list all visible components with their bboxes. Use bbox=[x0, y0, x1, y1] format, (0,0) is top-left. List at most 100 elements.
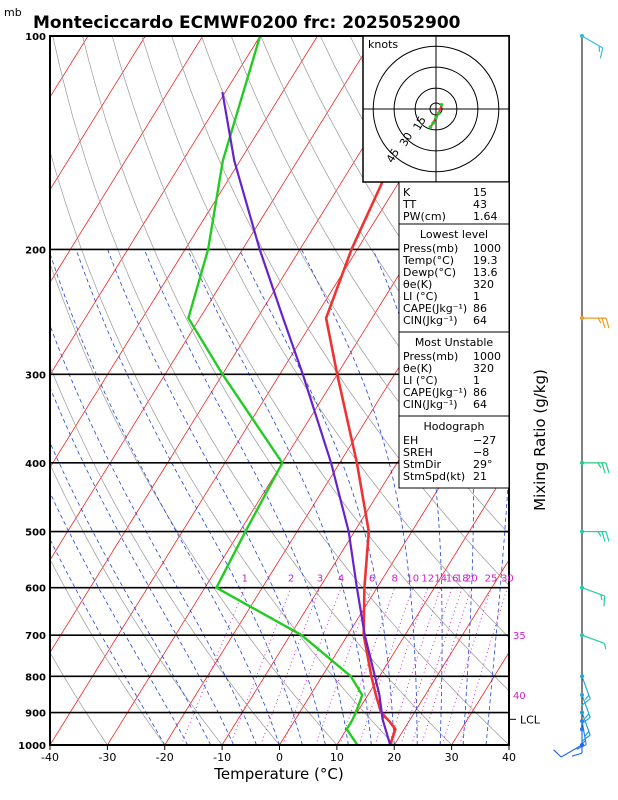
temperature-tick-label: 40 bbox=[502, 751, 516, 764]
parcel-profile bbox=[221, 91, 392, 745]
mixing-ratio-label: 18 bbox=[456, 574, 469, 585]
wind-barb-flag bbox=[584, 713, 590, 719]
index-value: 29° bbox=[473, 458, 493, 471]
moist-adiabat-line bbox=[50, 491, 189, 745]
temperature-tick-labels: -40 -30 -20 -10 0 10 20 30 40 bbox=[41, 745, 516, 764]
wind-barb-shaft bbox=[581, 694, 591, 718]
mixing-ratio-label: 8 bbox=[392, 574, 398, 585]
wind-barb-flag bbox=[600, 594, 603, 601]
panel-heading: Lowest level bbox=[420, 228, 488, 241]
index-value: −8 bbox=[473, 446, 489, 459]
hodograph-point bbox=[437, 111, 441, 115]
mixing-ratio-label: 10 bbox=[406, 574, 419, 585]
mixing-ratio-line bbox=[260, 587, 321, 745]
wind-barb-flag bbox=[605, 462, 610, 474]
panel-box bbox=[398, 181, 510, 225]
isotherm-line bbox=[107, 96, 509, 745]
wind-barb-dot bbox=[579, 674, 585, 679]
wind-barb-flag bbox=[603, 595, 606, 607]
dry-adiabat-line bbox=[141, 36, 509, 638]
index-name: K bbox=[403, 186, 411, 199]
mixing-ratio-label: 6 bbox=[369, 574, 375, 585]
index-value: 15 bbox=[473, 186, 487, 199]
mixing-ratio-label: 2 bbox=[288, 574, 294, 585]
index-name: Dewp(°C) bbox=[403, 266, 456, 279]
pressure-unit: mb bbox=[4, 6, 22, 19]
index-name: θe(K) bbox=[403, 278, 432, 291]
mixing-ratio-line bbox=[420, 587, 472, 745]
mixing-ratio-label: 20 bbox=[465, 574, 478, 585]
dry-adiabat-line bbox=[171, 36, 509, 586]
wind-barb-dot bbox=[579, 529, 585, 534]
mixing-ratio-label: 4 bbox=[338, 574, 344, 585]
moist-adiabat-line bbox=[107, 249, 326, 745]
pressure-tick-labels: 100 200 300 400 500 600 700 800 900 1000 bbox=[18, 32, 46, 752]
hodograph-ring-label: 30 bbox=[397, 130, 415, 149]
temperature-tick-label: 10 bbox=[330, 751, 344, 764]
index-value: 1000 bbox=[473, 350, 501, 363]
moist-adiabat-line bbox=[239, 249, 395, 745]
wind-barb bbox=[553, 742, 585, 758]
hodograph-rings bbox=[363, 36, 509, 182]
wind-barb-flag bbox=[597, 531, 602, 537]
dry-adiabat-line bbox=[50, 651, 108, 745]
index-value: 1 bbox=[473, 374, 480, 387]
isotherm-line bbox=[50, 36, 490, 745]
wind-barb-dot bbox=[579, 316, 585, 321]
index-name: Press(mb) bbox=[403, 350, 458, 363]
index-value: 86 bbox=[473, 302, 487, 315]
pressure-tick-label: 500 bbox=[25, 528, 46, 539]
wind-barb-column bbox=[553, 33, 610, 758]
index-name: TT bbox=[402, 198, 417, 211]
index-name: CIN(Jkg⁻¹) bbox=[403, 314, 458, 327]
wind-barb-shaft bbox=[581, 720, 587, 745]
wind-barb-shaft bbox=[560, 744, 583, 758]
theta-e-label: 40 bbox=[513, 691, 526, 702]
wind-barb bbox=[579, 460, 610, 474]
wind-barb bbox=[579, 674, 591, 706]
theta-e-label: 35 bbox=[513, 631, 526, 642]
wind-barb bbox=[579, 710, 591, 742]
temperature-profile bbox=[324, 36, 457, 745]
panel-box bbox=[398, 331, 510, 417]
index-value: 64 bbox=[473, 398, 487, 411]
isotherm-line bbox=[50, 36, 376, 561]
isotherm-line bbox=[50, 36, 318, 469]
moist-adiabat-line bbox=[187, 249, 372, 745]
hodograph-trace bbox=[428, 103, 444, 129]
wind-barb-flag bbox=[581, 734, 591, 742]
index-name: SREH bbox=[403, 446, 433, 459]
moist-adiabat-line bbox=[50, 441, 211, 745]
pressure-tick-label: 600 bbox=[25, 584, 46, 595]
wind-barb-dot bbox=[579, 585, 585, 590]
hodograph-ring-label: 45 bbox=[384, 146, 402, 165]
hodograph-ring-label: 15 bbox=[411, 114, 429, 133]
wind-barb-dot bbox=[579, 633, 585, 638]
wind-barb-dot bbox=[579, 33, 585, 39]
index-value: 320 bbox=[473, 278, 494, 291]
index-value: −27 bbox=[473, 434, 496, 447]
moist-adiabat-line bbox=[50, 386, 234, 745]
wind-barb-dot bbox=[579, 460, 585, 465]
index-name: CAPE(Jkg⁻¹) bbox=[403, 386, 467, 399]
index-value: 1.64 bbox=[473, 210, 498, 223]
hodograph-ring bbox=[372, 45, 500, 173]
pressure-tick-label: 900 bbox=[25, 709, 46, 720]
index-name: Press(mb) bbox=[403, 242, 458, 255]
wind-barb-shaft bbox=[581, 676, 591, 700]
mixing-ratio-label: 30 bbox=[501, 574, 514, 585]
wind-barb-flag bbox=[601, 317, 606, 329]
wind-barb-flag bbox=[601, 462, 606, 474]
wind-barb-flag bbox=[599, 47, 604, 59]
temperature-tick-label: -10 bbox=[213, 751, 231, 764]
wind-barb-flag bbox=[553, 749, 562, 758]
mixing-ratio-line bbox=[411, 587, 463, 745]
dry-adiabat-line bbox=[50, 262, 338, 745]
hodograph-point bbox=[439, 103, 444, 107]
hodograph-ring bbox=[393, 66, 479, 152]
wind-barb-flag bbox=[597, 462, 602, 469]
dry-adiabat-line bbox=[230, 36, 509, 484]
